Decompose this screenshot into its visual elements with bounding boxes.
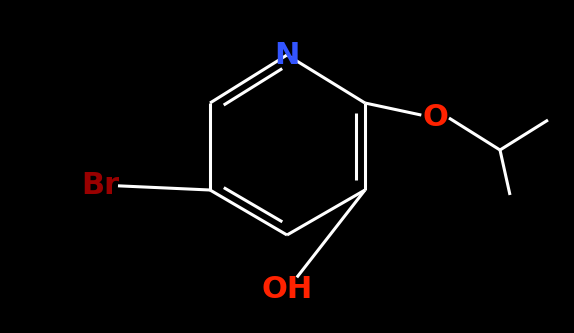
Text: Br: Br [81,170,119,199]
Text: O: O [422,104,448,133]
Text: OH: OH [261,275,313,304]
Text: N: N [274,41,300,70]
